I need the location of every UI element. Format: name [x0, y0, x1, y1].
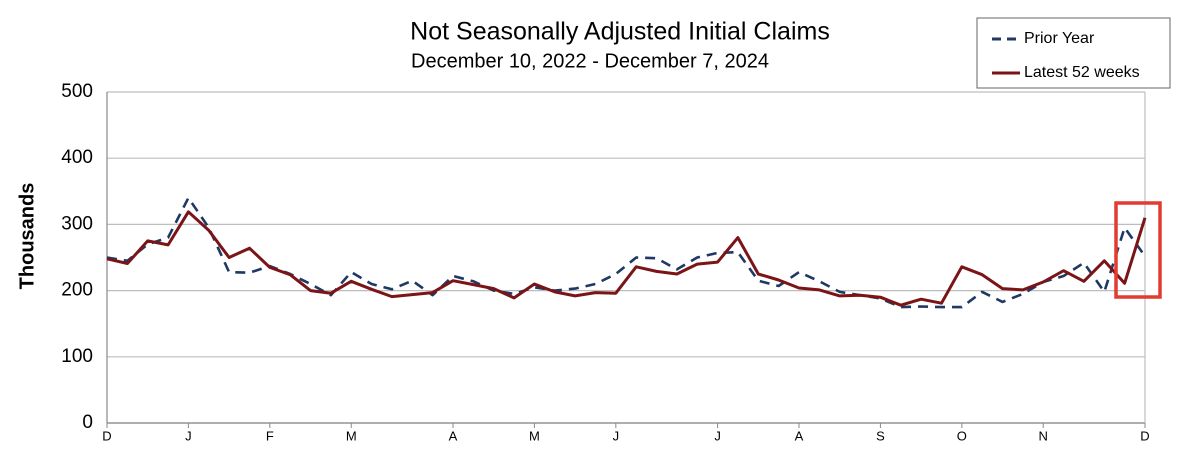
y-tick-label: 100 [61, 346, 93, 367]
x-tick-label: M [346, 428, 357, 443]
y-tick-label: 400 [61, 147, 93, 168]
legend-box [976, 17, 1171, 89]
chart-title: Not Seasonally Adjusted Initial Claims [410, 18, 830, 46]
legend: Prior Year Latest 52 weeks [976, 17, 1171, 89]
x-tick-label: D [102, 428, 111, 443]
y-tick-label: 500 [61, 81, 93, 102]
grid: 0 100 200 300 400 500 D J F M A M J J A S O N D [61, 81, 1149, 443]
plot [106, 196, 1147, 309]
y-tick-label: 200 [61, 280, 93, 301]
series-line [106, 196, 1147, 309]
x-tick-label: N [1039, 428, 1048, 443]
series-line [106, 210, 1147, 307]
y-axis-label: Thousands [16, 183, 38, 290]
x-tick-label: D [1140, 428, 1149, 443]
x-tick-label: J [613, 428, 620, 443]
x-tick-label: A [449, 428, 458, 443]
x-tick-label: J [714, 428, 721, 443]
legend-label: Prior Year [1024, 30, 1095, 47]
x-tick-label: J [185, 428, 192, 443]
x-tick-label: S [876, 428, 885, 443]
y-tick-label: 300 [61, 213, 93, 234]
x-tick-label: M [529, 428, 540, 443]
x-tick-label: O [957, 428, 967, 443]
legend-label: Latest 52 weeks [1024, 64, 1140, 81]
highlight-box [1114, 201, 1162, 299]
x-tick-label: A [795, 428, 804, 443]
y-tick-label: 0 [82, 412, 93, 433]
x-tick-label: F [266, 428, 274, 443]
chart-subtitle: December 10, 2022 - December 7, 2024 [411, 50, 769, 72]
